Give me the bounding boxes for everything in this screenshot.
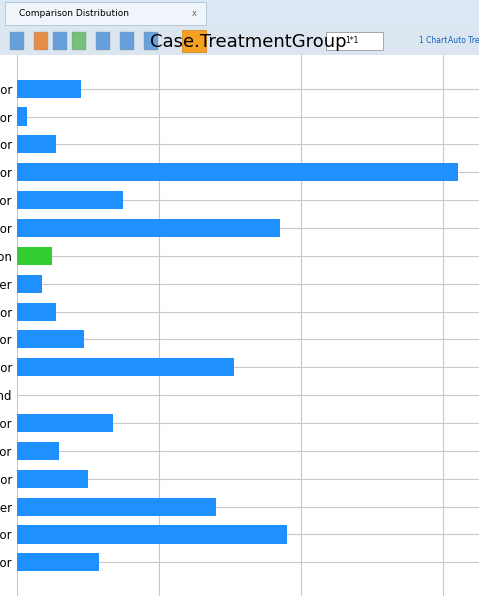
FancyBboxPatch shape — [326, 32, 383, 49]
Bar — [17, 107, 27, 126]
Text: 1 Chart: 1 Chart — [419, 36, 447, 45]
Bar — [17, 135, 56, 153]
FancyBboxPatch shape — [0, 26, 479, 55]
FancyBboxPatch shape — [10, 32, 24, 49]
FancyBboxPatch shape — [96, 32, 110, 49]
Title: Case.TreatmentGroup: Case.TreatmentGroup — [149, 33, 346, 51]
FancyBboxPatch shape — [34, 32, 48, 49]
FancyBboxPatch shape — [72, 32, 86, 49]
Bar — [17, 498, 216, 516]
Bar — [17, 358, 234, 376]
Bar — [17, 470, 88, 488]
FancyBboxPatch shape — [144, 32, 158, 49]
Bar — [17, 414, 113, 432]
Bar — [17, 303, 56, 321]
Bar — [17, 442, 59, 460]
Bar — [17, 191, 124, 209]
FancyBboxPatch shape — [0, 0, 479, 26]
Bar — [17, 553, 99, 572]
Bar — [17, 526, 287, 544]
Text: Comparison Distribution: Comparison Distribution — [19, 9, 129, 18]
Text: 1*1: 1*1 — [345, 36, 358, 45]
Bar — [17, 80, 81, 98]
Bar — [17, 275, 42, 293]
FancyBboxPatch shape — [5, 2, 206, 25]
Text: Auto Trel: Auto Trel — [448, 36, 479, 45]
Bar — [17, 247, 52, 265]
FancyBboxPatch shape — [182, 30, 206, 52]
FancyBboxPatch shape — [120, 32, 134, 49]
FancyBboxPatch shape — [53, 32, 67, 49]
Bar — [17, 163, 457, 181]
Bar — [17, 330, 84, 349]
Bar — [17, 219, 280, 237]
Text: x: x — [192, 9, 196, 18]
